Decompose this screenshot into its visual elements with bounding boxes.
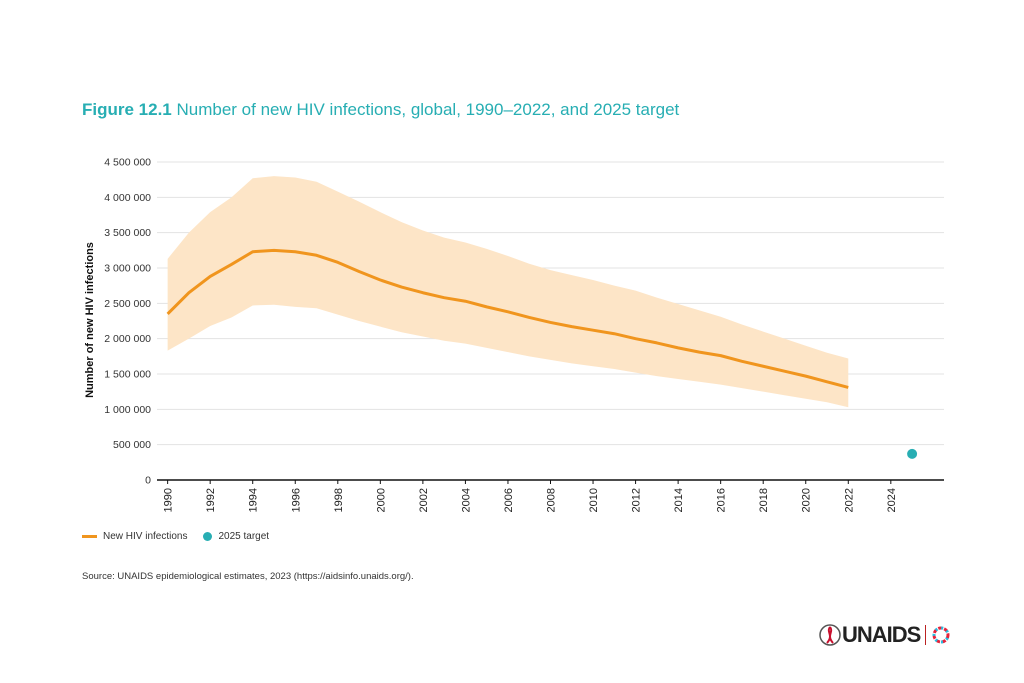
x-tick-label: 2018: [758, 488, 770, 512]
x-tick-label: 2008: [546, 488, 558, 512]
y-tick-label: 3 500 000: [104, 227, 151, 239]
y-tick-label: 4 000 000: [104, 192, 151, 204]
logo-text: UNAIDS: [842, 622, 921, 647]
x-tick-label: 1994: [248, 488, 260, 512]
x-tick-label: 2014: [673, 488, 685, 512]
y-tick-label: 2 000 000: [104, 333, 151, 345]
y-tick-label: 2 500 000: [104, 298, 151, 310]
legend-dot-swatch: [203, 532, 213, 541]
target-2025-point: [907, 448, 918, 459]
legend-series-label: New HIV infections: [103, 531, 188, 542]
x-tick-label: 2016: [716, 488, 728, 512]
legend-line-swatch: [82, 535, 97, 538]
x-tick-label: 2004: [460, 488, 472, 512]
y-tick-label: 4 500 000: [104, 157, 151, 169]
new-infections-line: [166, 248, 849, 389]
x-tick-label: 1996: [290, 488, 302, 512]
x-tick-label: 2024: [886, 488, 898, 512]
x-tick-label: 1990: [163, 488, 175, 512]
x-tick-label: 2022: [843, 488, 855, 512]
y-tick-label: 1 000 000: [104, 404, 151, 416]
y-axis-label: Number of new HIV infections: [84, 242, 96, 398]
legend-target-label: 2025 target: [218, 531, 270, 542]
figure-label: Figure 12.1: [82, 100, 172, 119]
sdg-wheel-icon: [932, 626, 950, 644]
y-tick-label: 3 000 000: [104, 263, 151, 275]
x-tick-label: 2002: [418, 488, 430, 512]
x-tick-label: 2020: [801, 488, 813, 512]
ribbon-globe-icon: [819, 624, 841, 646]
x-tick-label: 2012: [631, 488, 643, 512]
source-note: Source: UNAIDS epidemiological estimates…: [82, 571, 414, 582]
x-tick-label: 1998: [333, 488, 345, 512]
y-tick-label: 0: [145, 475, 151, 487]
uncertainty-band: [167, 176, 849, 408]
x-tick-label: 2000: [375, 488, 387, 512]
x-tick-label: 2006: [503, 488, 515, 512]
x-tick-label: 2010: [588, 488, 600, 512]
y-tick-label: 1 500 000: [104, 369, 151, 381]
logo-divider: [925, 625, 927, 645]
legend: New HIV infections 2025 target: [82, 531, 269, 542]
y-tick-label: 500 000: [113, 439, 151, 451]
y-tick-labels: 0 500 000 1 000 000 1 500 000 2 000 000 2 500…: [104, 157, 151, 487]
x-tick-label: 1992: [205, 488, 217, 512]
unaids-logo: UNAIDS: [818, 622, 951, 648]
x-tick-labels: 1990 1992 1994 1996 1998 2000 2002 2004 2006 2008…: [163, 480, 898, 512]
figure-title: Figure 12.1 Number of new HIV infections…: [82, 100, 679, 120]
figure-title-text: Number of new HIV infections, global, 19…: [176, 100, 680, 119]
